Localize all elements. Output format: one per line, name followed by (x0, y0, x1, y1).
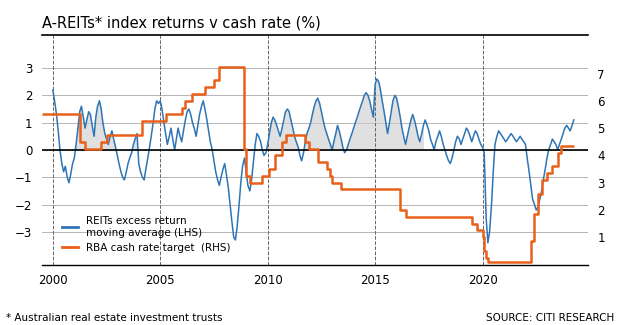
Text: A-REITs* index returns v cash rate (%): A-REITs* index returns v cash rate (%) (42, 15, 321, 30)
Legend: REITs excess return
moving average (LHS), RBA cash rate target  (RHS): REITs excess return moving average (LHS)… (58, 212, 235, 257)
Text: SOURCE: CITI RESEARCH: SOURCE: CITI RESEARCH (485, 313, 614, 323)
Text: * Australian real estate investment trusts: * Australian real estate investment trus… (6, 313, 223, 323)
